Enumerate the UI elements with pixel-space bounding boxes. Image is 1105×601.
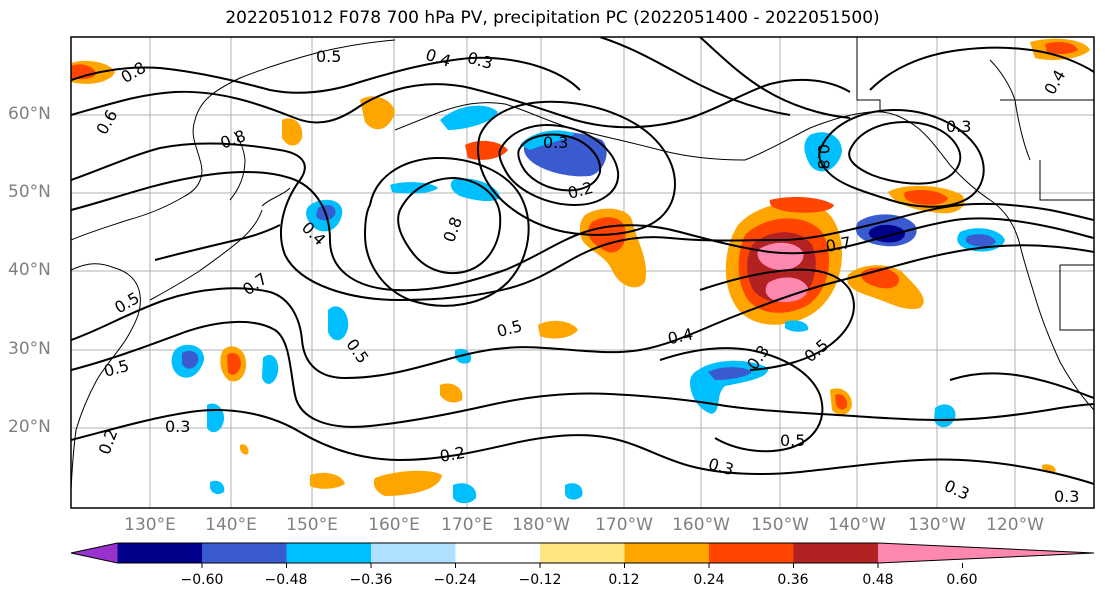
colorbar-tick-label: −0.12: [518, 572, 562, 588]
colorbar-tick-label: −0.36: [349, 572, 393, 588]
colorbar-tick-label: 0.12: [608, 572, 640, 588]
lat-label: 20°N: [8, 417, 51, 437]
map-frame: [70, 36, 1095, 509]
colorbar-segment: [371, 543, 456, 563]
colorbar-segment: [117, 543, 203, 563]
precip-patch: [450, 178, 500, 202]
colorbar-segment: [540, 543, 625, 563]
precip-patch: [453, 483, 477, 504]
lon-label: 140°E: [205, 515, 257, 535]
lon-label: 150°E: [286, 515, 338, 535]
coastlines: [71, 37, 1094, 491]
colorbar-tick-label: 0.36: [777, 572, 809, 588]
colorbar-segment: [624, 543, 710, 563]
precip-patch: [904, 190, 948, 205]
precip-patch: [328, 306, 349, 341]
colorbar-segment: [709, 543, 794, 563]
precip-patch: [71, 64, 96, 80]
precip-patch: [455, 348, 472, 364]
contour-label: 0.2: [438, 443, 466, 466]
lon-label: 160°W: [672, 515, 730, 535]
precip-patch: [565, 483, 583, 500]
precip-patch: [282, 118, 303, 146]
precip-patch: [785, 320, 809, 332]
precip-patch: [310, 472, 345, 489]
precip-patch: [182, 350, 199, 369]
precip-patch: [835, 394, 848, 410]
precip-patch: [1045, 42, 1078, 55]
precip-patch: [440, 383, 463, 403]
lon-label: 130°E: [124, 515, 176, 535]
precip-patch: [373, 470, 442, 496]
precip-patch: [240, 444, 249, 455]
precip-patch: [804, 132, 842, 172]
colorbar-segment: [455, 543, 541, 563]
contour-label: 0.5: [780, 431, 805, 450]
precip-patch: [262, 354, 279, 384]
lon-label: 180°W: [512, 515, 570, 535]
map-title: 2022051012 F078 700 hPa PV, precipitatio…: [225, 8, 880, 28]
contour-label: 0.3: [946, 117, 971, 136]
contour-label: 0.8: [814, 144, 833, 169]
pv-contours: [71, 37, 1094, 485]
lon-label: 120°W: [986, 515, 1044, 535]
colorbar-tick-label: 0.60: [946, 572, 978, 588]
colorbar-extend-min: [71, 543, 118, 563]
lat-label: 60°N: [8, 104, 51, 124]
lat-label: 40°N: [8, 260, 51, 280]
precip-patch: [440, 105, 498, 130]
precip-patch: [765, 277, 808, 303]
colorbar-extend-max: [878, 543, 1094, 563]
contour-label: 0.3: [165, 417, 190, 436]
lon-label: 170°W: [595, 515, 653, 535]
precip-patch: [360, 96, 395, 130]
precip-patch: [708, 367, 752, 380]
precip-patch: [769, 197, 834, 213]
lat-label: 30°N: [8, 339, 51, 359]
lon-label: 140°W: [828, 515, 886, 535]
colorbar-segment: [793, 543, 879, 563]
contour-label: 0.5: [316, 47, 341, 66]
precip-patch: [538, 320, 578, 339]
contour-label: 0.4: [666, 324, 695, 348]
colorbar-outline: [70, 542, 1095, 564]
lon-label: 170°E: [441, 515, 493, 535]
colorbar-tick-label: −0.24: [433, 572, 477, 588]
precip-patch: [934, 404, 956, 428]
lon-label: 150°W: [751, 515, 809, 535]
lon-label: 160°E: [368, 515, 420, 535]
contour-label: 0.7: [824, 233, 852, 256]
precip-patch: [210, 480, 225, 495]
colorbar-tick-label: −0.60: [180, 572, 224, 588]
colorbar-tick-label: 0.48: [862, 572, 894, 588]
colorbar-tick-label: 0.24: [693, 572, 725, 588]
colorbar: [70, 542, 1095, 568]
precip-patch: [965, 234, 996, 247]
contour-label: 0.3: [1054, 487, 1079, 506]
contour-label: 0.3: [543, 133, 568, 152]
lat-label: 50°N: [8, 182, 51, 202]
map-background: [71, 37, 1094, 508]
colorbar-segment: [286, 543, 372, 563]
colorbar-segment: [202, 543, 287, 563]
lon-label: 130°W: [908, 515, 966, 535]
precip-patch: [465, 140, 508, 160]
colorbar-tick-label: −0.48: [264, 572, 308, 588]
precip-patch: [757, 242, 804, 270]
precip-patch: [227, 353, 241, 375]
